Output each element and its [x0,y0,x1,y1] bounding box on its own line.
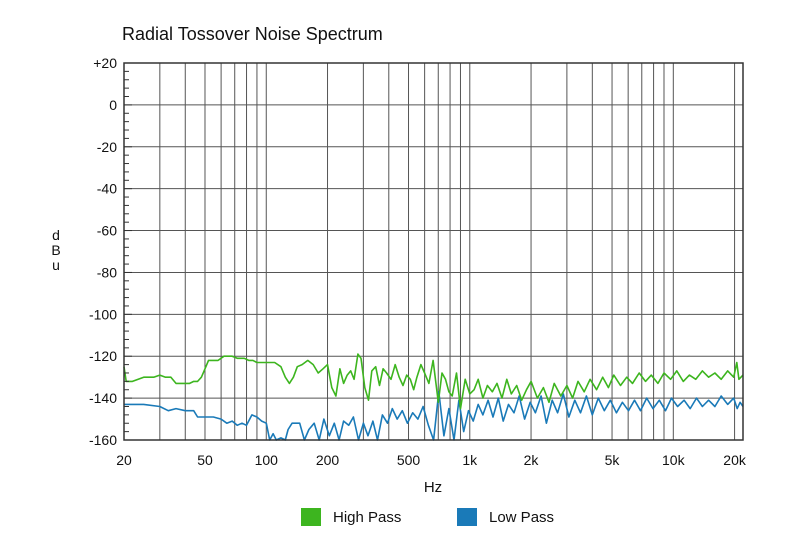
y-tick-label: -120 [89,348,117,364]
y-tick-label: -160 [89,432,117,448]
plot-frame [123,62,744,441]
legend: High Pass Low Pass [0,506,800,528]
x-tick-label: 20k [723,452,747,468]
x-ticks: 20 50 100 200 500 1k 2k 5k 10k 20k [116,452,747,468]
series-line-low-pass [124,391,744,441]
chart-svg: Radial Tossover Noise Spectrum +20 0 -20 -4… [51,24,747,496]
series-layer [123,353,744,441]
x-tick-label: 20 [116,452,132,468]
legend-item-low-pass: Low Pass [457,506,554,528]
x-tick-label: 200 [316,452,340,468]
chart-title: Radial Tossover Noise Spectrum [122,24,383,44]
x-tick-label: 50 [197,452,213,468]
y-tick-label: +20 [93,55,117,71]
x-tick-label: 5k [605,452,621,468]
x-tick-label: 500 [397,452,421,468]
legend-label-high-pass: High Pass [333,508,402,526]
y-tick-label: -40 [97,181,117,197]
y-axis-label-letter: d [52,227,60,243]
x-axis-label: Hz [424,479,442,496]
x-tick-label: 100 [255,452,279,468]
legend-label-low-pass: Low Pass [489,508,555,526]
y-tick-label: -80 [97,264,117,280]
y-axis-label-letter: u [52,257,60,273]
y-ticks: +20 0 -20 -40 -60 -80 -100 -120 -140 -160 [89,55,132,448]
x-tick-label: 1k [462,452,478,468]
y-axis-label: dBu [51,227,60,273]
x-tick-label: 10k [662,452,686,468]
y-tick-label: -20 [97,139,117,155]
legend-swatch-high-pass [301,508,321,526]
legend-item-high-pass: High Pass [301,506,401,528]
series-line-high-pass [123,353,744,410]
y-tick-label: 0 [109,97,117,113]
y-axis-label-letter: B [51,242,60,258]
legend-swatch-low-pass [457,508,477,526]
y-tick-label: -100 [89,306,117,322]
y-tick-label: -140 [89,390,117,406]
x-tick-label: 2k [524,452,540,468]
y-tick-label: -60 [97,223,117,239]
plot-background [124,63,743,440]
